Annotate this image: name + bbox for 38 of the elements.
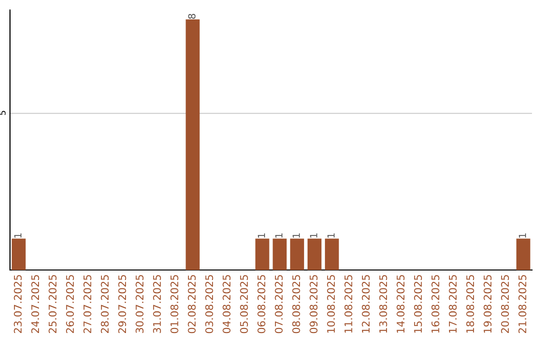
- x-tick-label: 06.08.2025: [257, 275, 266, 334]
- x-tick-label: 21.08.2025: [518, 275, 526, 334]
- x-tick-label: 04.08.2025: [222, 275, 231, 334]
- x-tick-label: 26.07.2025: [66, 275, 74, 334]
- data-label: 1: [275, 233, 282, 238]
- x-tick-label: 01.08.2025: [170, 275, 178, 334]
- x-tick-label: 13.08.2025: [379, 275, 388, 333]
- x-tick-label: 17.08.2025: [448, 275, 457, 333]
- x-tick-label: 16.08.2025: [431, 275, 440, 333]
- x-tick-label: 10.08.2025: [327, 275, 335, 333]
- x-tick-label: 09.08.2025: [310, 275, 318, 334]
- x-tick-label: 08.08.2025: [292, 275, 300, 334]
- data-label: 1: [518, 233, 526, 238]
- x-tick-label: 28.07.2025: [100, 275, 109, 334]
- data-label: 8: [188, 14, 196, 19]
- x-tick-label: 05.08.2025: [240, 275, 248, 334]
- data-label: 1: [327, 233, 335, 238]
- data-label: 1: [258, 233, 265, 238]
- data-label: 1: [292, 233, 300, 238]
- x-tick-label: 23.07.2025: [14, 275, 22, 334]
- x-tick-label: 02.08.2025: [188, 275, 196, 334]
- x-tick-label: 15.08.2025: [414, 275, 422, 333]
- x-tick-label: 20.08.2025: [501, 275, 509, 334]
- data-label: 1: [310, 233, 318, 238]
- x-tick-label: 24.07.2025: [31, 275, 40, 334]
- x-tick-label: 11.08.2025: [344, 275, 352, 333]
- x-tick-label: 07.08.2025: [274, 275, 283, 334]
- x-tick-label: 31.07.2025: [153, 275, 161, 334]
- x-tick-label: 03.08.2025: [205, 275, 214, 334]
- x-tick-label: 18.08.2025: [466, 275, 474, 333]
- x-tick-label: 25.07.2025: [48, 275, 57, 334]
- x-tick-label: 19.08.2025: [484, 275, 492, 333]
- x-tick-label: 30.07.2025: [136, 275, 144, 334]
- x-tick-label: 12.08.2025: [362, 275, 370, 333]
- x-tick-label: 29.07.2025: [118, 275, 126, 334]
- x-tick-label: 14.08.2025: [396, 275, 405, 333]
- x-tick-label: 27.07.2025: [83, 275, 92, 334]
- data-label: 1: [14, 233, 22, 238]
